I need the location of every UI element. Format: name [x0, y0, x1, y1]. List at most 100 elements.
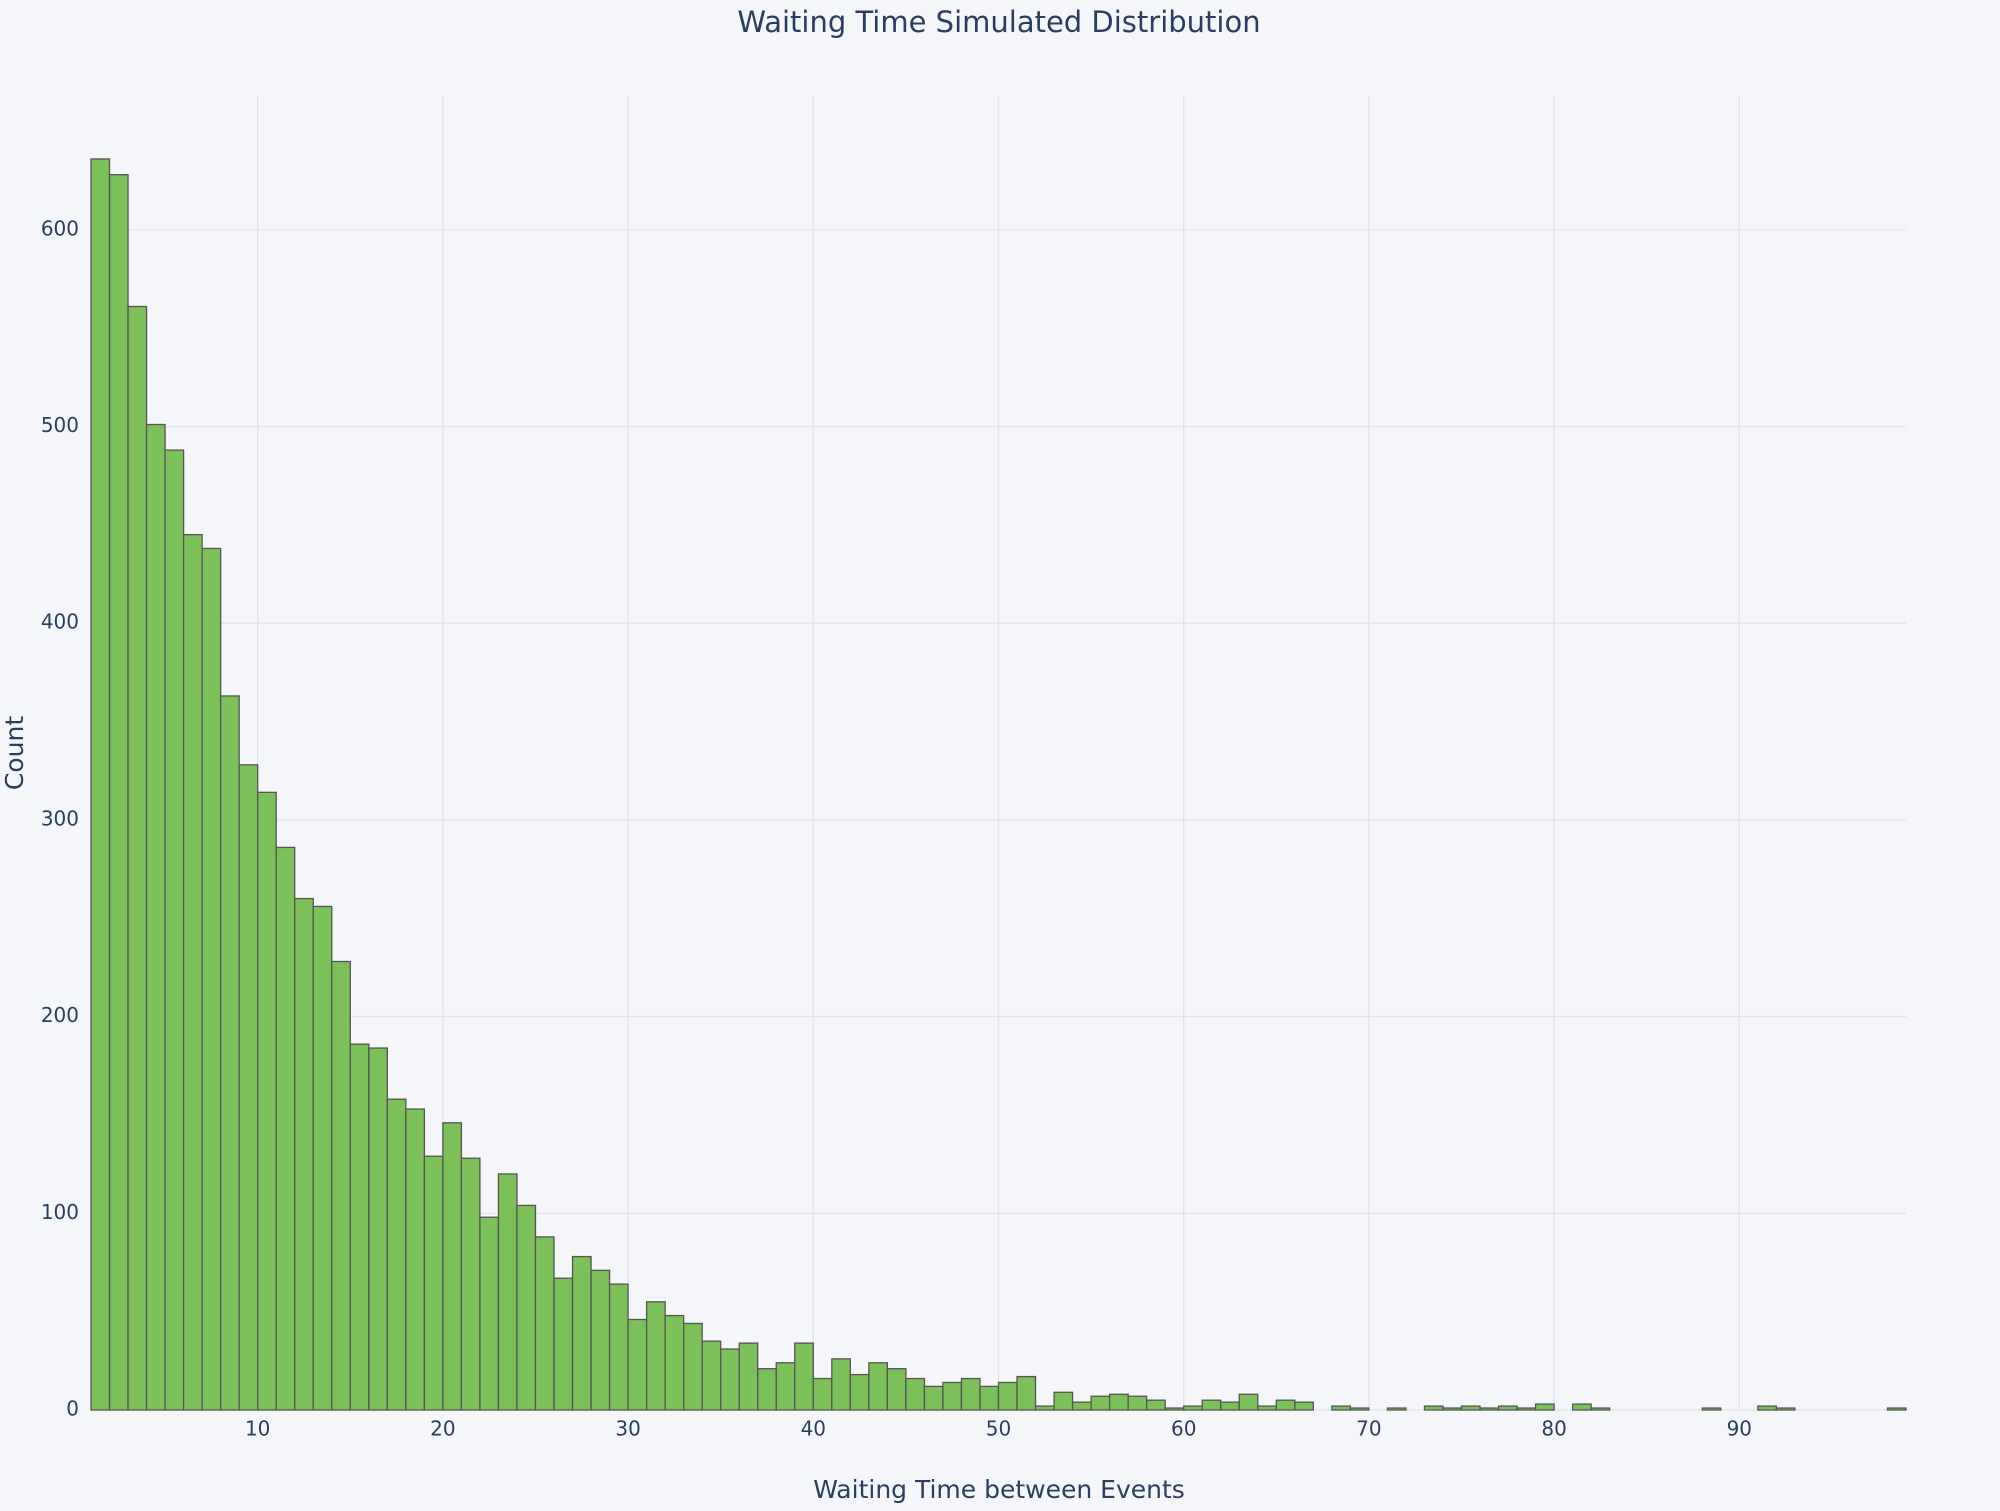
y-tick-label: 100	[41, 1200, 79, 1224]
bar	[257, 791, 277, 1411]
bar	[423, 1155, 444, 1411]
bar	[1164, 1407, 1185, 1411]
bar	[664, 1314, 685, 1411]
bar	[1071, 1401, 1092, 1411]
bar	[108, 174, 129, 1411]
y-tick-label: 400	[41, 610, 79, 634]
bar	[294, 897, 314, 1411]
bar	[1479, 1407, 1500, 1411]
bar	[1423, 1405, 1444, 1411]
bar	[997, 1381, 1018, 1411]
bar	[757, 1368, 777, 1411]
bar	[349, 1043, 370, 1411]
bar	[1220, 1401, 1240, 1411]
x-tick-label: 50	[986, 1417, 1011, 1441]
y-axis-title: Count	[0, 716, 29, 790]
bar	[1257, 1405, 1277, 1411]
bar	[868, 1362, 889, 1411]
x-tick-label: 20	[430, 1417, 455, 1441]
bar	[1034, 1405, 1055, 1411]
bar	[775, 1362, 796, 1411]
x-tick-label: 60	[1171, 1417, 1196, 1441]
bar	[460, 1157, 481, 1411]
y-tick-label: 200	[41, 1003, 79, 1027]
bar	[1238, 1393, 1259, 1411]
bar	[1090, 1395, 1111, 1411]
bar	[1590, 1407, 1611, 1411]
bar	[683, 1322, 703, 1411]
bar	[1460, 1405, 1481, 1411]
bar	[201, 547, 222, 1411]
bar	[1886, 1407, 1907, 1411]
y-tick-label: 300	[41, 806, 79, 830]
bar	[1516, 1407, 1537, 1411]
bar	[553, 1277, 574, 1411]
bar	[331, 960, 351, 1411]
bar	[442, 1122, 463, 1411]
bar	[1701, 1407, 1722, 1411]
bar	[1386, 1407, 1407, 1411]
bar	[127, 305, 148, 1411]
bar	[1349, 1407, 1370, 1411]
bar	[738, 1342, 759, 1411]
x-axis-title: Waiting Time between Events	[813, 1475, 1185, 1504]
bar	[1183, 1405, 1203, 1411]
bar	[590, 1269, 611, 1411]
y-tick-label: 500	[41, 413, 79, 437]
bar	[831, 1358, 851, 1411]
bar	[182, 534, 203, 1411]
x-tick-label: 10	[245, 1417, 270, 1441]
bar	[368, 1047, 388, 1411]
bar	[497, 1173, 518, 1411]
bar	[923, 1385, 944, 1411]
bar	[849, 1373, 870, 1411]
bar	[627, 1318, 648, 1411]
bar	[1331, 1405, 1352, 1411]
bar	[386, 1098, 407, 1411]
bar	[479, 1216, 500, 1411]
bar	[219, 695, 240, 1411]
bar	[794, 1342, 814, 1411]
y-tick-label: 0	[66, 1397, 79, 1421]
bar	[608, 1283, 629, 1411]
bar	[905, 1377, 926, 1411]
bar	[90, 158, 111, 1411]
bar	[942, 1381, 963, 1411]
bar	[812, 1377, 833, 1411]
chart-title: Waiting Time Simulated Distribution	[737, 5, 1260, 39]
bar	[701, 1340, 722, 1411]
bar	[1053, 1391, 1074, 1411]
bar	[145, 423, 166, 1411]
bar	[1275, 1399, 1296, 1411]
bar	[1294, 1401, 1314, 1411]
bar	[1775, 1407, 1796, 1411]
y-tick-label: 600	[41, 216, 79, 240]
bar	[645, 1301, 666, 1411]
bar	[571, 1255, 592, 1411]
bar	[534, 1236, 555, 1411]
bar	[1442, 1407, 1463, 1411]
bar	[886, 1368, 907, 1411]
bar	[1201, 1399, 1222, 1411]
bar	[516, 1204, 537, 1411]
bar	[720, 1348, 740, 1411]
bar	[164, 449, 185, 1411]
bar	[1497, 1405, 1518, 1411]
bar	[1571, 1403, 1592, 1411]
x-tick-label: 70	[1356, 1417, 1381, 1441]
bar	[405, 1108, 426, 1411]
bar	[238, 764, 259, 1411]
x-tick-label: 30	[615, 1417, 640, 1441]
bar	[1108, 1393, 1129, 1411]
x-tick-label: 90	[1727, 1417, 1752, 1441]
bar	[1016, 1375, 1037, 1411]
x-tick-label: 40	[801, 1417, 826, 1441]
x-tick-label: 80	[1541, 1417, 1566, 1441]
bar	[1534, 1403, 1555, 1411]
bar	[312, 905, 333, 1411]
bar	[960, 1377, 981, 1411]
bar	[1127, 1395, 1148, 1411]
bar	[1757, 1405, 1778, 1411]
bar	[1146, 1399, 1166, 1411]
